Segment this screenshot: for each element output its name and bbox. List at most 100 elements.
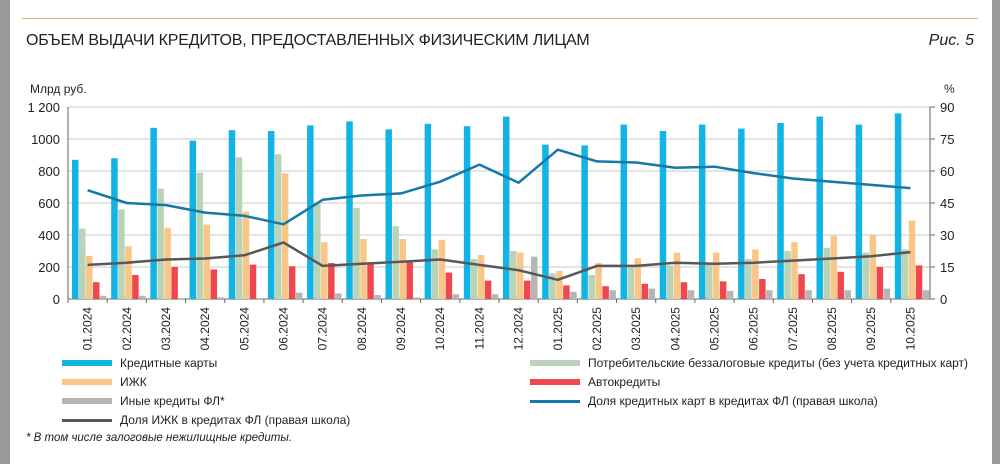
legend-item: Доля кредитных карт в кредитах ФЛ (права… — [530, 394, 878, 408]
bar-2-01.2025 — [556, 271, 563, 299]
bar-2-08.2025 — [830, 235, 837, 299]
x-tick-label: 09.2025 — [864, 307, 878, 351]
bar-0-04.2025 — [659, 131, 667, 299]
bar-1-07.2024 — [314, 203, 321, 299]
legend-label: ИЖК — [120, 375, 147, 389]
bar-1-02.2024 — [118, 209, 125, 299]
bar-4-02.2024 — [139, 295, 146, 299]
legend-swatch — [62, 360, 112, 366]
bar-4-12.2024 — [531, 256, 538, 299]
bar-0-03.2025 — [620, 124, 628, 299]
right-axis-label: % — [944, 82, 955, 96]
x-tick-label: 08.2024 — [355, 307, 369, 351]
x-tick-label: 06.2024 — [277, 307, 291, 351]
bar-2-09.2025 — [869, 235, 877, 299]
bar-4-07.2024 — [335, 293, 342, 299]
right-border — [992, 0, 1000, 464]
bar-4-05.2025 — [726, 291, 734, 299]
x-tick-label: 10.2025 — [903, 307, 917, 351]
bar-2-01.2024 — [86, 255, 93, 299]
legend-item: ИЖК — [62, 375, 147, 389]
legend-label: Кредитные карты — [120, 356, 218, 370]
bar-4-05.2024 — [256, 298, 264, 299]
bar-0-02.2025 — [581, 145, 588, 299]
bar-3-01.2025 — [563, 285, 570, 299]
bar-0-01.2024 — [72, 159, 79, 299]
bar-3-11.2024 — [484, 280, 492, 299]
bar-3-06.2024 — [288, 266, 296, 299]
bar-0-09.2025 — [855, 124, 863, 299]
bar-2-07.2025 — [791, 242, 798, 299]
bar-0-08.2025 — [816, 116, 823, 299]
legend-swatch — [530, 360, 580, 366]
legend-item: Автокредиты — [530, 375, 660, 389]
bar-1-10.2024 — [431, 249, 439, 299]
x-tick-label: 01.2024 — [81, 307, 95, 351]
bar-4-08.2024 — [374, 295, 381, 299]
right-tick-label: 0 — [940, 292, 947, 307]
legend-label: Доля ИЖК в кредитах ФЛ (правая школа) — [120, 413, 351, 427]
bar-3-03.2024 — [171, 267, 178, 299]
x-tick-label: 07.2025 — [786, 307, 800, 351]
legend-item: Потребительские беззалоговые кредиты (бе… — [530, 356, 968, 370]
bar-2-04.2025 — [673, 252, 681, 299]
left-axis-label: Млрд руб. — [30, 82, 87, 96]
bar-2-08.2024 — [360, 239, 367, 299]
bar-2-03.2024 — [164, 227, 171, 299]
bar-2-07.2024 — [321, 242, 328, 299]
bar-0-04.2024 — [189, 140, 197, 299]
bar-4-11.2024 — [491, 294, 499, 299]
bar-4-06.2025 — [766, 290, 773, 299]
x-tick-label: 11.2024 — [472, 307, 486, 350]
legend-swatch — [62, 398, 112, 404]
left-tick-label: 0 — [53, 292, 60, 307]
bar-2-02.2025 — [595, 263, 602, 299]
bar-3-05.2024 — [249, 264, 257, 299]
bar-4-01.2025 — [570, 291, 577, 299]
bar-3-07.2025 — [798, 274, 805, 299]
bar-3-01.2024 — [93, 282, 100, 299]
bar-3-10.2024 — [445, 272, 453, 299]
x-tick-label: 05.2025 — [708, 307, 722, 351]
right-tick-label: 60 — [940, 164, 954, 179]
bar-1-08.2025 — [823, 247, 830, 299]
bar-1-08.2024 — [353, 207, 360, 299]
bar-0-08.2024 — [346, 121, 353, 300]
bar-3-08.2025 — [837, 271, 844, 299]
legend-label: Иные кредиты ФЛ* — [120, 394, 225, 408]
legend-swatch — [62, 418, 112, 422]
bar-3-06.2025 — [759, 279, 766, 299]
bar-4-10.2025 — [922, 290, 930, 299]
legend-label: Автокредиты — [588, 375, 661, 389]
bar-0-06.2025 — [738, 128, 745, 299]
bar-2-05.2025 — [712, 252, 720, 299]
bar-1-05.2025 — [705, 263, 713, 299]
bar-4-04.2025 — [687, 290, 695, 299]
left-tick-label: 1000 — [31, 132, 60, 147]
left-tick-label: 800 — [38, 164, 60, 179]
x-tick-label: 12.2024 — [512, 307, 526, 351]
bar-0-01.2025 — [542, 144, 549, 299]
bar-3-09.2025 — [876, 267, 884, 299]
legend-swatch — [530, 379, 580, 385]
legend-swatch — [62, 379, 112, 385]
bar-0-03.2024 — [150, 127, 157, 299]
line-series-1 — [87, 148, 911, 226]
bar-1-07.2025 — [784, 251, 791, 299]
x-tick-label: 07.2024 — [316, 307, 330, 351]
bar-1-10.2025 — [901, 249, 909, 299]
bar-3-10.2025 — [915, 265, 923, 299]
bar-4-10.2024 — [452, 294, 460, 299]
legend-item: Кредитные карты — [62, 356, 217, 370]
bar-1-01.2024 — [79, 228, 86, 299]
right-tick-label: 30 — [940, 228, 954, 243]
left-tick-label: 1 200 — [27, 100, 60, 115]
bar-4-03.2024 — [178, 298, 185, 299]
x-tick-label: 09.2024 — [394, 307, 408, 351]
bar-4-09.2025 — [883, 288, 891, 299]
bar-4-03.2025 — [648, 288, 656, 299]
bar-2-06.2025 — [752, 249, 759, 299]
bar-3-07.2024 — [328, 263, 335, 299]
bar-1-05.2024 — [235, 157, 243, 299]
